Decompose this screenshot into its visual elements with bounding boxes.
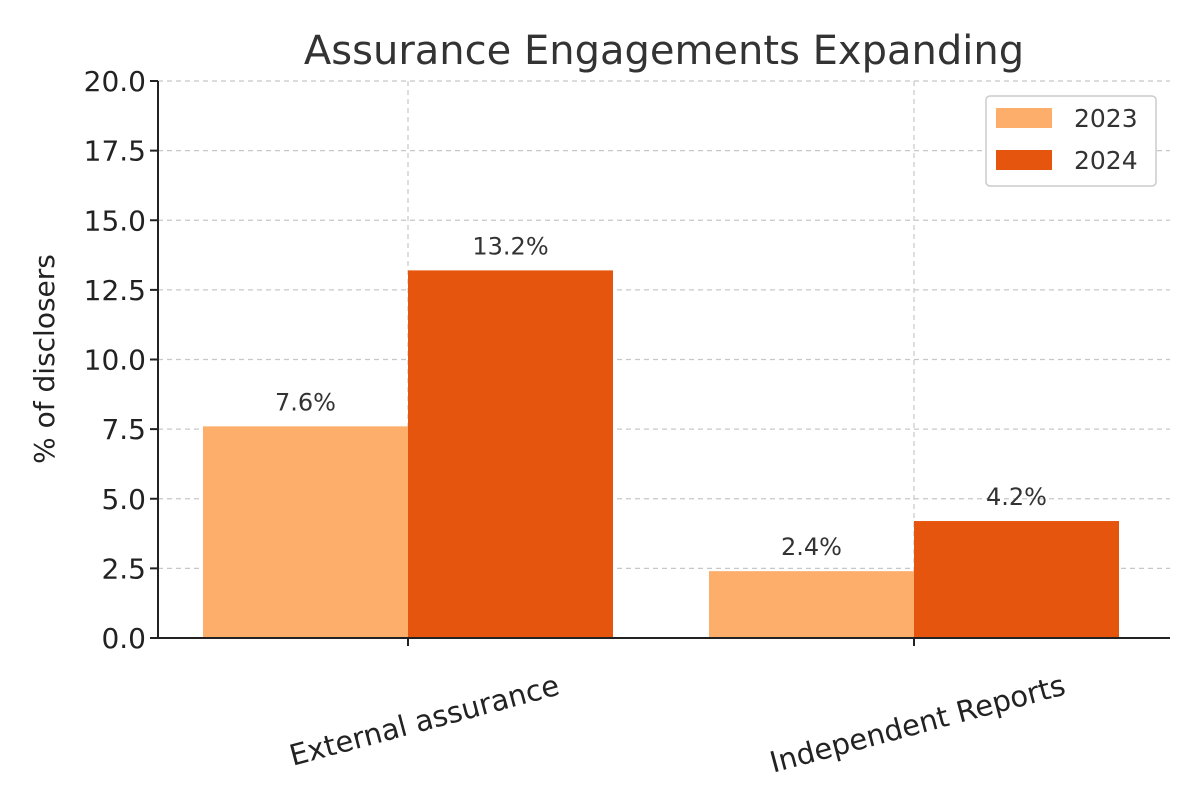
y-tick-label: 2.5 xyxy=(101,552,146,585)
bar-2024-0 xyxy=(408,270,613,638)
y-tick-label: 12.5 xyxy=(84,274,146,307)
y-tick-label: 10.0 xyxy=(84,344,146,377)
x-tick-label: External assurance xyxy=(286,668,563,773)
y-axis-label: % of disclosers xyxy=(28,254,61,464)
y-tick-label: 20.0 xyxy=(84,65,146,98)
y-tick-label: 7.5 xyxy=(101,413,146,446)
bar-2024-1 xyxy=(914,521,1119,638)
y-tick-label: 0.0 xyxy=(101,622,146,655)
legend-label: 2023 xyxy=(1074,104,1138,133)
y-tick-label: 15.0 xyxy=(84,204,146,237)
data-label: 4.2% xyxy=(986,483,1047,511)
y-tick-label: 5.0 xyxy=(101,483,146,516)
data-label: 13.2% xyxy=(472,232,548,260)
bars: 7.6% 2.4% 13.2% 4.2% xyxy=(203,232,1119,638)
grid-lines xyxy=(158,80,1170,638)
legend: 2023 2024 xyxy=(985,95,1157,187)
legend-swatch-2024 xyxy=(996,150,1052,170)
bar-2023-1 xyxy=(709,571,914,638)
data-label: 2.4% xyxy=(781,533,842,561)
bar-2023-0 xyxy=(203,426,408,638)
legend-label: 2024 xyxy=(1074,146,1138,175)
x-tick-label: Independent Reports xyxy=(766,668,1069,780)
y-tick-label: 17.5 xyxy=(84,135,146,168)
chart-title: Assurance Engagements Expanding xyxy=(304,28,1024,74)
legend-swatch-2023 xyxy=(996,108,1052,128)
data-label: 7.6% xyxy=(275,388,336,416)
